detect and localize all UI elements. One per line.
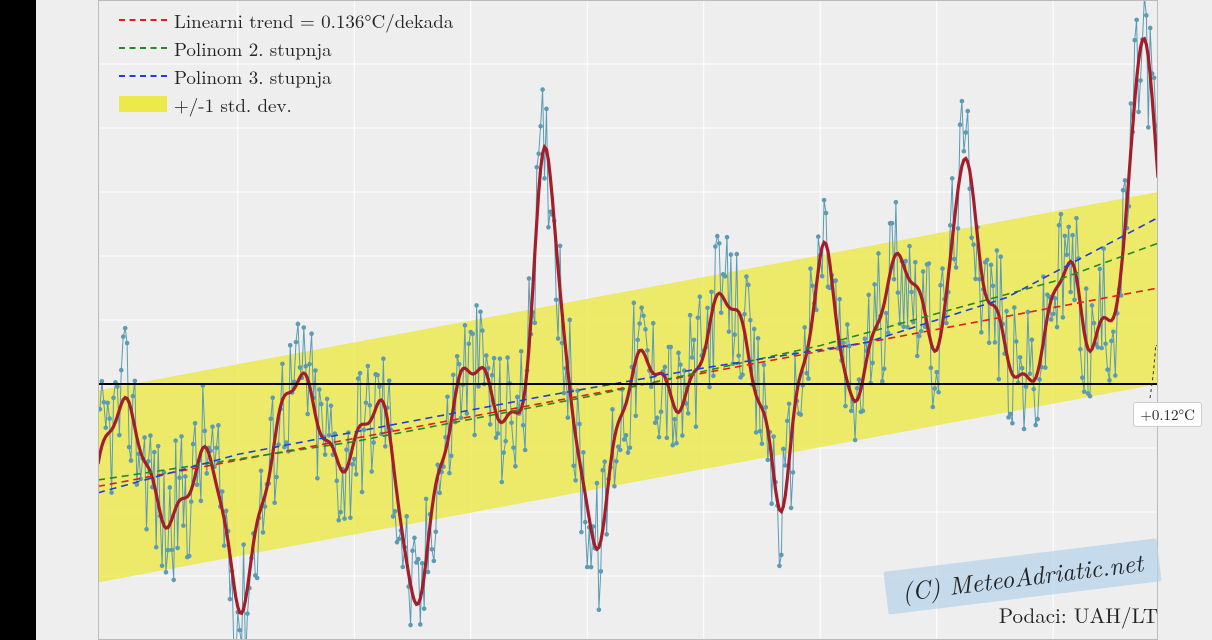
- legend-label: Polinom 2. stupnja: [174, 35, 332, 62]
- legend-item-poly3: Polinom 3. stupnja: [112, 62, 532, 90]
- legend-label: Polinom 3. stupnja: [174, 63, 332, 90]
- data-source-label: Podaci: UAH/LT: [999, 600, 1158, 630]
- legend-swatch-dash: [112, 19, 174, 21]
- last-point-annotation: +0.12°C: [1133, 402, 1202, 427]
- legend-swatch-dash: [112, 47, 174, 49]
- legend-item-band: +/-1 std. dev.: [112, 90, 532, 118]
- legend-label: Linearni trend = 0.136°C/dekada: [174, 7, 453, 34]
- legend-swatch-band: [112, 96, 174, 112]
- legend-label: +/-1 std. dev.: [174, 91, 292, 118]
- legend-swatch-dash: [112, 75, 174, 77]
- chart-container: Linearni trend = 0.136°C/dekada Polinom …: [36, 0, 1212, 640]
- legend-item-poly2: Polinom 2. stupnja: [112, 34, 532, 62]
- legend-item-linear: Linearni trend = 0.136°C/dekada: [112, 6, 532, 34]
- legend: Linearni trend = 0.136°C/dekada Polinom …: [102, 0, 542, 128]
